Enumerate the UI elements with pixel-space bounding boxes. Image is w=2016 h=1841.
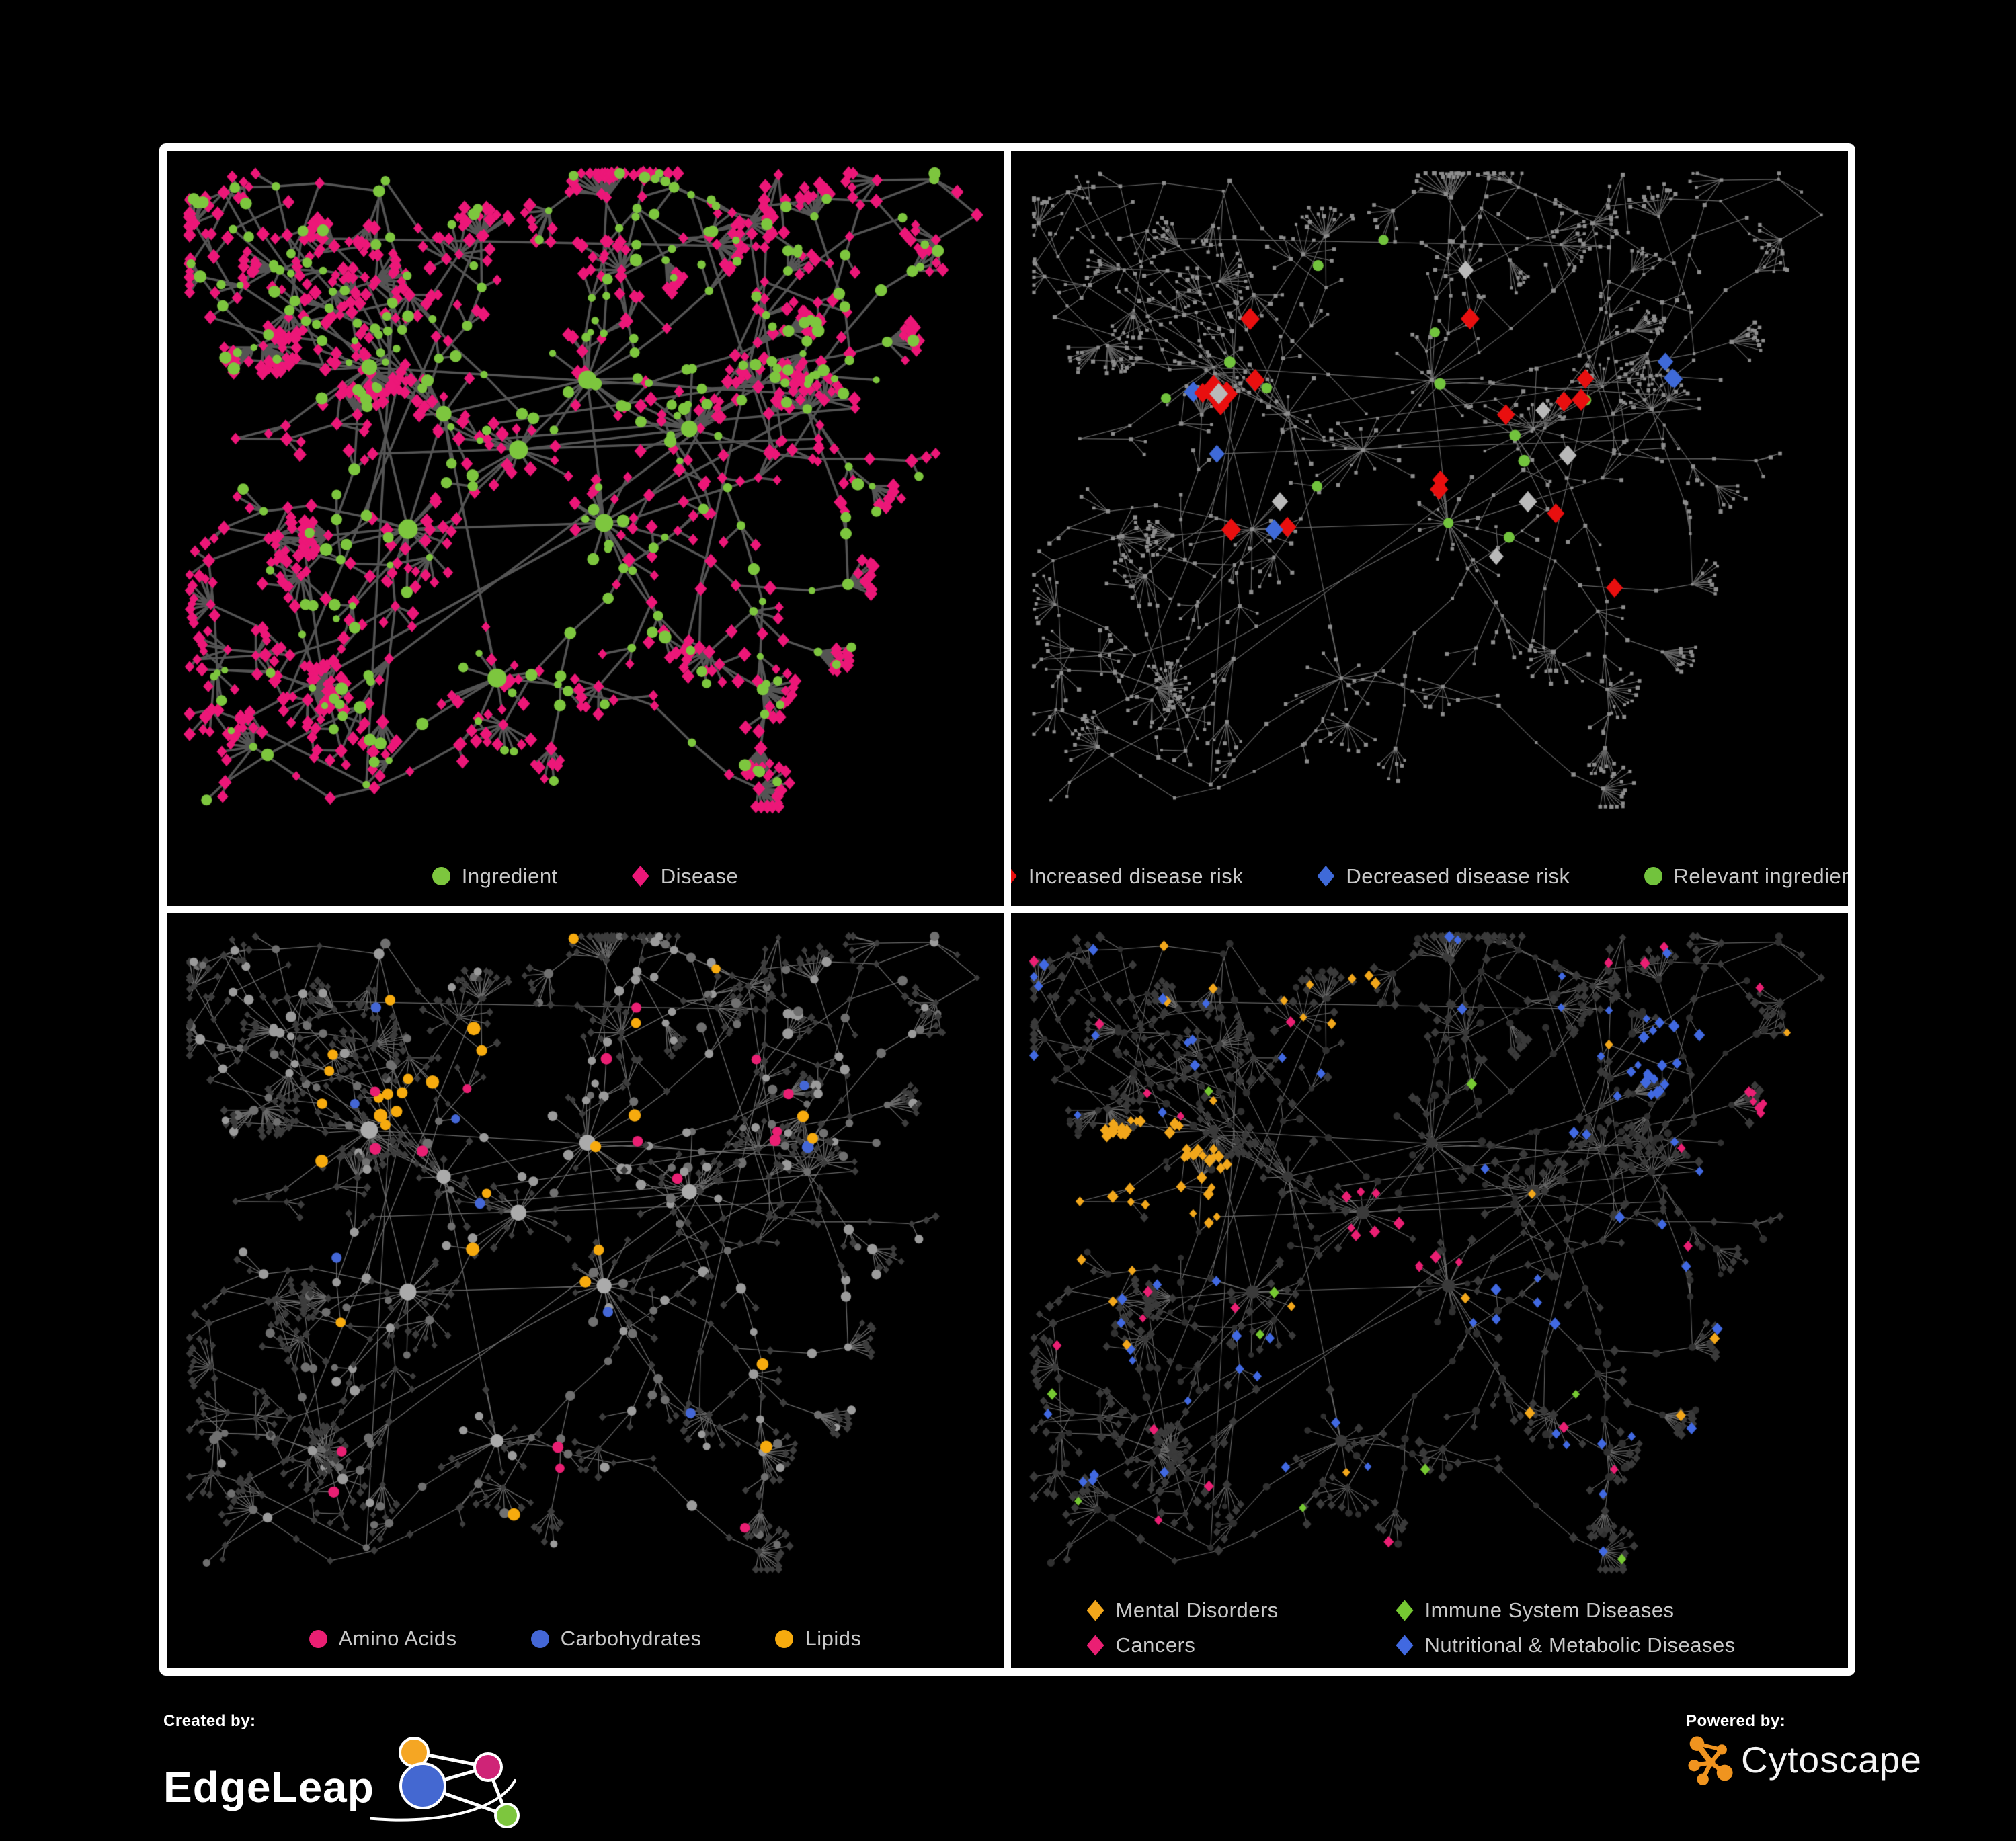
edgeleap-logo-text: EdgeLeap (163, 1763, 374, 1811)
legend-ingredient-disease: Ingredient Disease (167, 864, 1004, 889)
diamond-swatch-icon (1086, 1600, 1104, 1621)
edgeleap-node-pink (473, 1752, 503, 1782)
created-by-label: Created by: (163, 1712, 256, 1730)
legend-label: Nutritional & Metabolic Diseases (1424, 1633, 1736, 1657)
cytoscape-credit: Powered by: Cytoscape (1686, 1712, 1922, 1786)
cytoscape-logo-icon (1688, 1736, 1733, 1785)
network-canvas-ingredient-disease (167, 151, 1004, 905)
legend-disease-categories: Mental Disorders Immune System Diseases Ca… (1011, 1598, 1848, 1658)
diamond-swatch-icon (1396, 1635, 1414, 1656)
panel-disease-categories: Mental Disorders Immune System Diseases Ca… (1011, 913, 1848, 1668)
edgeleap-logo: EdgeLeap (163, 1733, 525, 1841)
diamond-swatch-icon (1011, 866, 1017, 887)
legend-label: Decreased disease risk (1346, 864, 1570, 888)
diamond-swatch-icon (1086, 1635, 1104, 1656)
legend-item: Decreased disease risk (1317, 864, 1570, 889)
network-canvas-disease-categories (1011, 913, 1848, 1668)
legend-row: Cancers Nutritional & Metabolic Diseases (1086, 1633, 1773, 1658)
legend-label: Ingredient (461, 864, 558, 888)
edgeleap-credit: Created by: EdgeLeap (163, 1712, 525, 1841)
legend-item: Cancers (1086, 1633, 1356, 1658)
edgeleap-logo-icon (370, 1737, 520, 1828)
circle-swatch-icon (1644, 867, 1662, 885)
network-canvas-disease-risk (1011, 151, 1848, 905)
legend-label: Disease (660, 864, 739, 888)
circle-swatch-icon (775, 1629, 794, 1648)
legend-item: Relevant ingredient (1644, 864, 1848, 889)
diamond-swatch-icon (631, 866, 649, 887)
cytoscape-logo-text: Cytoscape (1741, 1738, 1922, 1781)
legend-item: Lipids (775, 1627, 861, 1651)
legend-item: Ingredient (432, 864, 558, 889)
legend-item: Increased disease risk (1011, 864, 1243, 889)
legend-row: Ingredient Disease (432, 864, 738, 889)
network-canvas-macronutrients (167, 913, 1004, 1668)
legend-label: Amino Acids (338, 1627, 457, 1650)
diamond-swatch-icon (1317, 866, 1335, 887)
legend-row: Increased disease risk Decreased disease … (1011, 864, 1848, 889)
legend-label: Immune System Diseases (1424, 1598, 1675, 1622)
panel-disease-risk: Increased disease risk Decreased disease … (1011, 151, 1848, 906)
legend-item: Mental Disorders (1086, 1598, 1356, 1623)
legend-label: Lipids (805, 1627, 862, 1650)
legend-row: Amino Acids Carbohydrates Lipids (309, 1627, 862, 1651)
edgeleap-node-orange (398, 1737, 430, 1768)
powered-by-label: Powered by: (1686, 1712, 1786, 1730)
legend-label: Mental Disorders (1115, 1598, 1279, 1622)
legend-row: Mental Disorders Immune System Diseases (1086, 1598, 1773, 1623)
cytoscape-logo: Cytoscape (1686, 1733, 1922, 1786)
legend-label: Relevant ingredient (1673, 864, 1848, 888)
legend-macronutrients: Amino Acids Carbohydrates Lipids (167, 1627, 1004, 1651)
panel-ingredient-disease: Ingredient Disease (167, 151, 1004, 906)
legend-label: Carbohydrates (560, 1627, 702, 1650)
circle-swatch-icon (309, 1629, 327, 1648)
edgeleap-node-green (493, 1803, 520, 1828)
legend-label: Cancers (1115, 1633, 1196, 1657)
diamond-swatch-icon (1396, 1600, 1414, 1621)
network-grid: Ingredient Disease Increased disease risk… (159, 143, 1855, 1676)
edgeleap-node-blue (399, 1762, 446, 1809)
legend-item: Nutritional & Metabolic Diseases (1396, 1633, 1773, 1658)
legend-item: Disease (631, 864, 739, 889)
panel-macronutrients: Amino Acids Carbohydrates Lipids (167, 913, 1004, 1668)
legend-item: Amino Acids (309, 1627, 457, 1651)
circle-swatch-icon (530, 1629, 549, 1648)
legend-item: Immune System Diseases (1396, 1598, 1773, 1623)
circle-swatch-icon (432, 867, 450, 885)
legend-disease-risk: Increased disease risk Decreased disease … (1011, 864, 1848, 889)
legend-label: Increased disease risk (1028, 864, 1244, 888)
legend-item: Carbohydrates (530, 1627, 702, 1651)
